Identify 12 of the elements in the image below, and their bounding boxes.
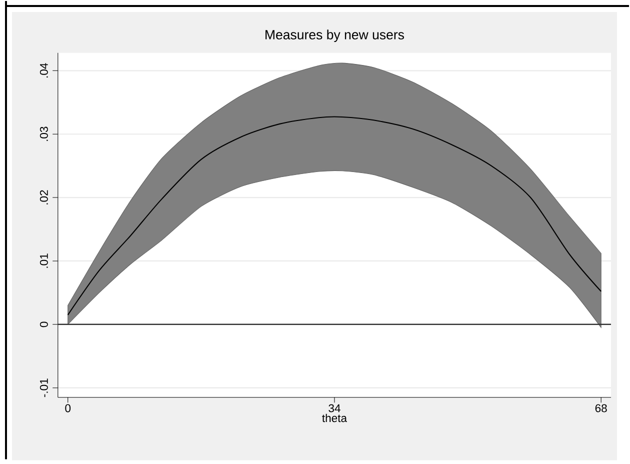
y-tick-label: .02 (40, 190, 48, 204)
y-tick-label: -.01 (40, 378, 48, 397)
x-axis-title: theta (322, 414, 348, 422)
y-tick-label: .03 (40, 126, 48, 141)
y-tick-label: .01 (40, 254, 48, 268)
x-tick-label: 34 (328, 404, 340, 412)
chart-title: Measures by new users (266, 30, 404, 42)
x-tick-label: 68 (595, 404, 607, 412)
line-series (67, 116, 602, 316)
x-tick-label: 0 (65, 404, 71, 412)
y-tick-label: .04 (40, 63, 48, 78)
y-tick-label: 0 (40, 322, 48, 327)
